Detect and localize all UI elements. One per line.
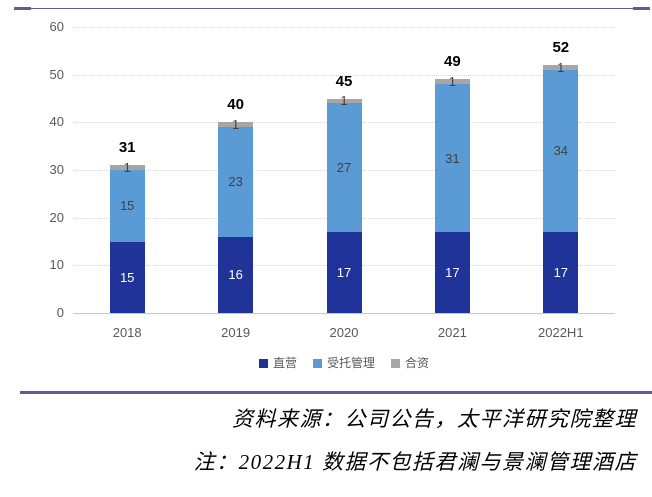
legend-item-合资: 合资 bbox=[391, 356, 429, 370]
bar-segment-受托管理 bbox=[543, 69, 579, 232]
top-border-line bbox=[31, 8, 633, 9]
chart-legend: 直营 受托管理 合资 bbox=[73, 354, 615, 372]
y-axis-tick-label: 20 bbox=[49, 209, 64, 225]
x-axis-line bbox=[73, 313, 615, 314]
x-axis-tick-label: 2019 bbox=[221, 325, 251, 340]
y-axis-tick-label: 0 bbox=[56, 305, 64, 320]
segment-value-label: 1 bbox=[448, 74, 456, 90]
segment-value-label: 15 bbox=[119, 269, 135, 285]
x-axis-tick-label: 2018 bbox=[112, 325, 142, 340]
bar-segment-受托管理 bbox=[109, 170, 145, 242]
bar-segment-合资 bbox=[109, 165, 145, 170]
segment-value-label: 17 bbox=[336, 264, 352, 280]
total-value-label: 40 bbox=[227, 96, 244, 114]
y-axis-tick-label: 10 bbox=[49, 257, 64, 273]
segment-value-label: 15 bbox=[119, 198, 135, 214]
source-note: 资料来源：公司公告，太平洋研究院整理 bbox=[232, 407, 637, 431]
total-value-label: 45 bbox=[335, 72, 353, 90]
segment-value-label: 16 bbox=[228, 267, 243, 283]
segment-value-label: 23 bbox=[228, 174, 243, 190]
segment-value-label: 1 bbox=[557, 60, 565, 76]
bar-segment-直营 bbox=[109, 241, 145, 313]
segment-value-label: 34 bbox=[553, 143, 569, 159]
bar-segment-合资 bbox=[434, 79, 470, 85]
y-axis-tick-label: 50 bbox=[49, 66, 64, 82]
segment-value-label: 31 bbox=[445, 150, 460, 166]
bar-segment-受托管理 bbox=[218, 127, 254, 237]
gridline bbox=[73, 74, 615, 76]
top-border-dash-right bbox=[633, 7, 650, 10]
segment-value-label: 1 bbox=[231, 117, 240, 133]
segment-value-label: 17 bbox=[445, 264, 460, 280]
bar-segment-合资 bbox=[218, 122, 254, 128]
segment-value-label: 17 bbox=[553, 264, 569, 280]
segment-value-label: 27 bbox=[336, 160, 352, 176]
legend-label: 合资 bbox=[405, 356, 430, 370]
x-axis-tick-label: 2022H1 bbox=[538, 325, 584, 340]
bar-segment-直营 bbox=[326, 231, 362, 313]
legend-item-直营: 直营 bbox=[258, 356, 297, 370]
bar-segment-合资 bbox=[326, 98, 362, 104]
bar-segment-受托管理 bbox=[326, 103, 362, 232]
x-axis-tick-label: 2020 bbox=[329, 325, 359, 340]
y-axis-tick-label: 60 bbox=[49, 19, 64, 34]
top-border-dash-left bbox=[14, 7, 31, 10]
total-value-label: 52 bbox=[552, 39, 570, 57]
footer-divider-line bbox=[20, 391, 652, 394]
segment-value-label: 1 bbox=[340, 93, 348, 109]
legend-swatch-icon bbox=[312, 358, 322, 368]
total-value-label: 31 bbox=[118, 139, 136, 157]
bar-segment-合资 bbox=[543, 65, 579, 70]
bar-segment-受托管理 bbox=[434, 84, 470, 232]
bar-segment-直营 bbox=[543, 231, 579, 313]
legend-label: 受托管理 bbox=[326, 356, 375, 370]
total-value-label: 49 bbox=[444, 53, 461, 71]
bar-segment-直营 bbox=[434, 231, 470, 313]
gridline bbox=[73, 27, 615, 28]
bar-segment-直营 bbox=[218, 236, 254, 313]
x-axis-tick-label: 2021 bbox=[437, 325, 467, 340]
y-axis-tick-label: 30 bbox=[49, 162, 64, 177]
legend-item-受托管理: 受托管理 bbox=[312, 356, 375, 370]
legend-swatch-icon bbox=[258, 358, 268, 368]
legend-swatch-icon bbox=[391, 358, 400, 368]
segment-value-label: 1 bbox=[123, 160, 131, 176]
data-note: 注：2022H1 数据不包括君澜与景澜管理酒店 bbox=[193, 450, 637, 474]
legend-label: 直营 bbox=[272, 356, 297, 370]
y-axis-tick-label: 40 bbox=[49, 114, 64, 130]
